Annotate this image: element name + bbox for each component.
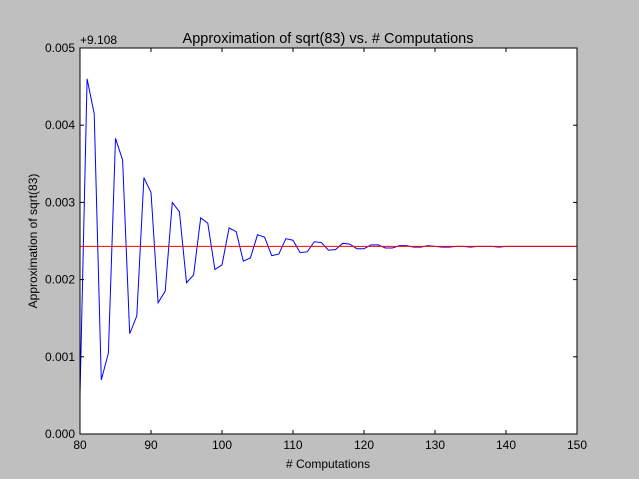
- chart-title: Approximation of sqrt(83) vs. # Computat…: [183, 31, 474, 47]
- x-axis-title: # Computations: [286, 457, 370, 471]
- x-tick-label: 80: [73, 438, 87, 452]
- x-tick-label: 130: [425, 438, 445, 452]
- x-tick-label: 140: [496, 438, 516, 452]
- y-axis-title: Approximation of sqrt(83): [26, 174, 40, 309]
- y-tick-label: 0.003: [45, 195, 75, 209]
- x-tick-label: 150: [567, 438, 587, 452]
- y-offset-label: +9.108: [80, 33, 117, 47]
- x-tick-label: 110: [283, 438, 302, 452]
- plot-area: [80, 48, 577, 434]
- plot-frame: [79, 47, 578, 435]
- y-tick-label: 0.000: [45, 427, 75, 441]
- series-layer: [79, 78, 577, 396]
- y-tick-label: 0.002: [45, 273, 75, 287]
- x-tick-label: 90: [144, 438, 158, 452]
- x-tick-label: 100: [212, 438, 232, 452]
- ticks-layer: 80 90 100 110 120 130 140 150 0.000 0.001 0.002 0.0…: [45, 41, 587, 452]
- y-tick-label: 0.005: [45, 41, 75, 55]
- y-tick-label: 0.004: [45, 118, 75, 132]
- x-tick-label: 120: [354, 438, 374, 452]
- y-tick-label: 0.001: [45, 350, 75, 364]
